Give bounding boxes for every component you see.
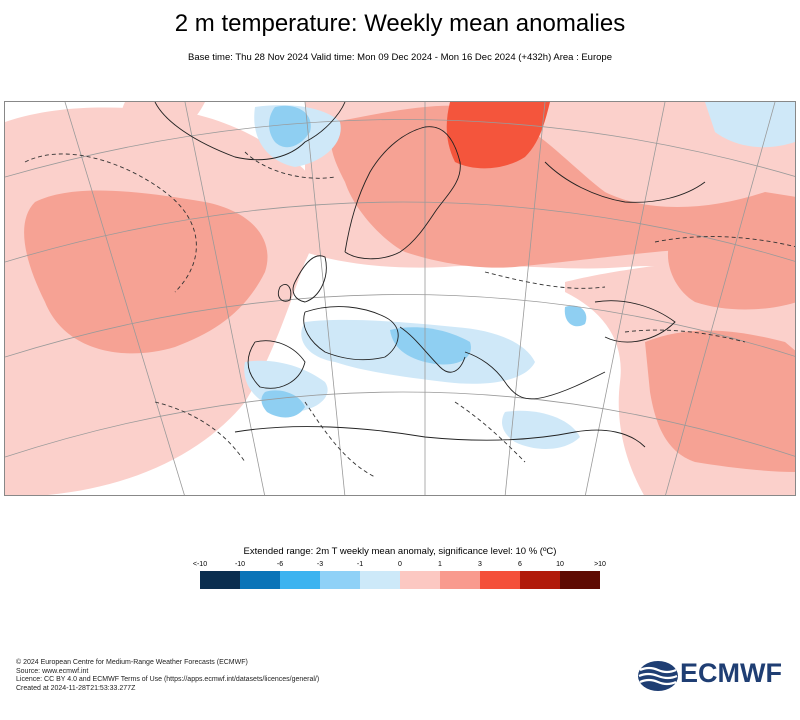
legend-tick: -3 <box>316 561 324 568</box>
legend-ticks: <-10 -10 -6 -3 -1 0 1 3 6 10 >10 <box>0 561 800 571</box>
legend-tick: 6 <box>518 561 522 568</box>
legend-swatch <box>240 571 280 589</box>
legend-tick: >10 <box>594 561 606 568</box>
legend-tick: -6 <box>276 561 284 568</box>
legend-title: Extended range: 2m T weekly mean anomaly… <box>243 546 557 557</box>
legend-swatch <box>440 571 480 589</box>
legend-swatch <box>200 571 240 589</box>
legend-tick: 1 <box>438 561 442 568</box>
legend-tick: -10 <box>234 561 246 568</box>
legend-swatch <box>480 571 520 589</box>
graticule <box>5 102 795 495</box>
footer-credits: © 2024 European Centre for Medium-Range … <box>16 659 319 693</box>
legend-tick: 3 <box>478 561 482 568</box>
legend-swatch <box>560 571 600 589</box>
warm-anomaly-strong <box>446 102 550 169</box>
chart-title: 2 m temperature: Weekly mean anomalies <box>174 10 626 37</box>
legend-tick: <-10 <box>192 561 208 568</box>
legend-swatch <box>360 571 400 589</box>
footer-created: Created at 2024-11-28T21:53:33.277Z <box>16 684 136 692</box>
footer-source: Source: www.ecmwf.int <box>16 667 89 675</box>
footer-licence: Licence: CC BY 4.0 and ECMWF Terms of Us… <box>16 676 320 683</box>
legend-colorbar <box>200 571 600 589</box>
legend-swatch <box>320 571 360 589</box>
legend-tick: -1 <box>356 561 364 568</box>
chart-subtitle: Base time: Thu 28 Nov 2024 Valid time: M… <box>188 52 612 63</box>
legend-swatch <box>520 571 560 589</box>
cold-anomaly-moderate <box>261 105 587 418</box>
coastlines <box>154 102 706 448</box>
significance-contours <box>24 151 795 478</box>
legend-swatch <box>280 571 320 589</box>
ecmwf-logo-text: ECMWF <box>680 658 782 688</box>
anomaly-map[interactable] <box>4 101 796 496</box>
legend-swatch <box>400 571 440 589</box>
legend-tick: 0 <box>398 561 402 568</box>
footer-copyright: © 2024 European Centre for Medium-Range … <box>16 659 248 666</box>
ecmwf-logo-icon <box>638 661 678 691</box>
legend-tick: 10 <box>556 561 564 568</box>
map-canvas <box>5 102 795 495</box>
warm-anomaly-moderate <box>24 105 795 472</box>
